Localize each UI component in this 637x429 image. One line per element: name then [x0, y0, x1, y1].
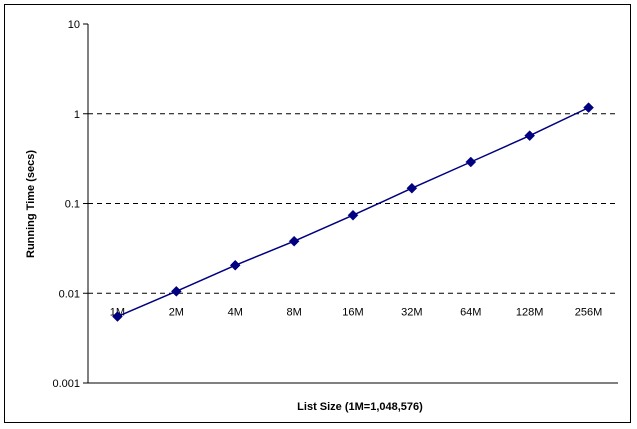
y-tick-label: 0.1: [65, 199, 80, 211]
chart-frame: [4, 4, 631, 423]
series: [112, 102, 594, 322]
y-axis-title: Running Time (secs): [25, 150, 37, 258]
y-tick-label: 0.001: [52, 378, 80, 390]
x-tick-label: 2M: [169, 306, 184, 318]
y-tick-label: 10: [68, 19, 80, 31]
data-point-marker: [288, 235, 300, 247]
x-tick-label: 256M: [575, 306, 603, 318]
data-point-marker: [112, 311, 123, 322]
y-tick-label: 1: [74, 109, 80, 121]
x-tick-label: 4M: [228, 306, 243, 318]
data-point-marker: [229, 259, 241, 271]
x-tick-label: 128M: [516, 306, 544, 318]
data-point-marker: [406, 182, 418, 194]
gridlines: [88, 113, 618, 294]
x-tick-label: 8M: [286, 306, 301, 318]
y-tick-labels: 0.001 0.01 0.1 1 10: [52, 19, 80, 390]
x-tick-label: 16M: [342, 306, 363, 318]
axes: [83, 23, 618, 384]
x-axis-title: List Size (1M=1,048,576): [297, 401, 423, 413]
x-tick-label: 64M: [460, 306, 481, 318]
y-tick-label: 0.01: [59, 288, 80, 300]
x-tick-labels: 1M2M4M8M16M32M64M128M256M: [110, 306, 603, 318]
data-point-marker: [170, 285, 182, 297]
data-point-marker: [583, 102, 594, 113]
data-point-marker: [347, 209, 359, 221]
data-point-marker: [465, 156, 477, 168]
data-point-marker: [524, 130, 536, 142]
x-tick-label: 32M: [401, 306, 422, 318]
